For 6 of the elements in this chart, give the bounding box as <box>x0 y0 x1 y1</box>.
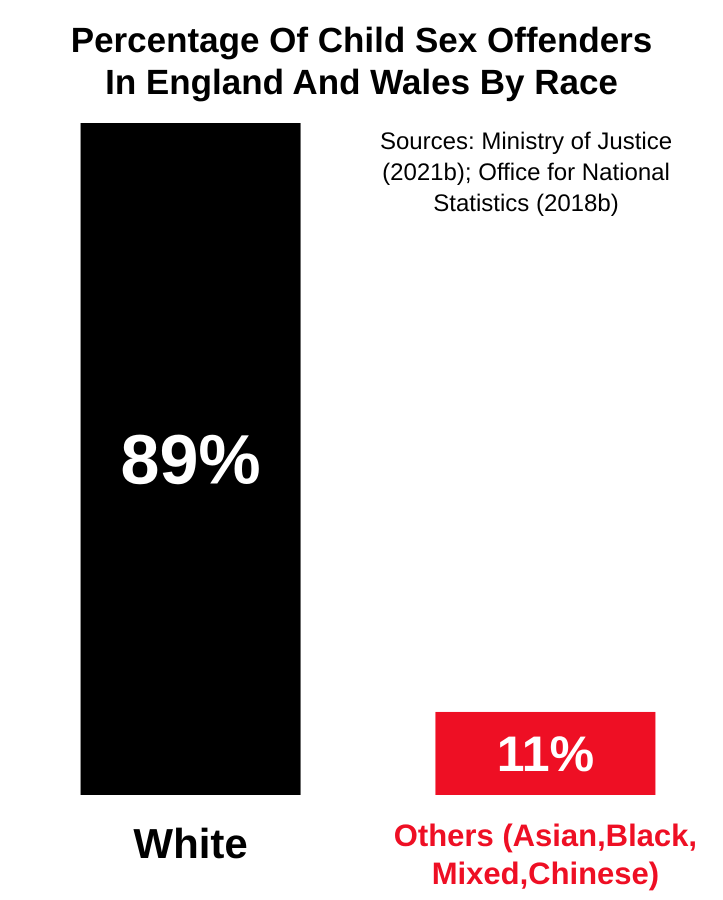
data-label: 11% <box>496 726 594 782</box>
x-tick-label: Others (Asian,Black, Mixed,Chinese) <box>394 818 698 891</box>
annotation: Sources: Ministry of Justice (2021b); Office for National Statistics (2018b) <box>380 128 672 217</box>
x-tick-label: White <box>133 820 248 867</box>
chart-title: Percentage Of Child Sex Offenders In England And Wales By Race <box>70 21 652 102</box>
data-label: 89% <box>120 420 261 498</box>
